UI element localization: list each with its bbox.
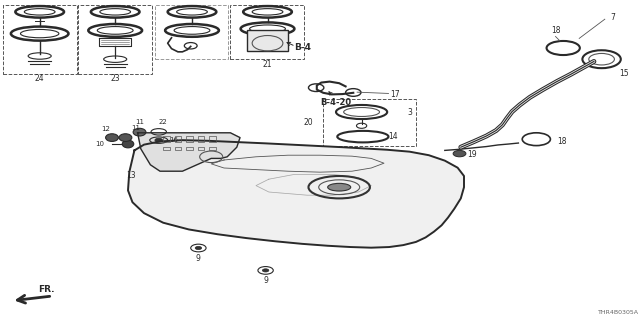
Text: 7: 7 — [611, 13, 616, 22]
Bar — [209, 136, 216, 142]
Text: 12: 12 — [101, 126, 110, 132]
Text: 15: 15 — [619, 69, 629, 78]
Bar — [209, 147, 216, 150]
Ellipse shape — [119, 134, 132, 141]
Text: 20: 20 — [304, 118, 314, 127]
Text: THR4B0305A: THR4B0305A — [598, 310, 639, 315]
Text: 24: 24 — [35, 74, 45, 83]
Ellipse shape — [262, 269, 269, 272]
Bar — [175, 136, 181, 142]
Ellipse shape — [195, 246, 202, 250]
Text: B-4: B-4 — [294, 43, 312, 52]
Bar — [163, 136, 170, 142]
Text: 11: 11 — [131, 125, 140, 131]
Text: 14: 14 — [388, 132, 398, 141]
Ellipse shape — [328, 183, 351, 191]
Ellipse shape — [122, 140, 134, 148]
Bar — [186, 147, 193, 150]
Text: 22: 22 — [159, 119, 168, 125]
Ellipse shape — [453, 150, 466, 157]
Text: 3: 3 — [407, 108, 412, 116]
Bar — [155, 5, 228, 59]
Text: 18: 18 — [557, 137, 566, 146]
Bar — [163, 147, 170, 150]
Ellipse shape — [155, 138, 163, 142]
Text: 23: 23 — [110, 74, 120, 83]
Text: 18: 18 — [551, 26, 560, 35]
Bar — [198, 136, 204, 142]
Text: 13: 13 — [126, 171, 136, 180]
Polygon shape — [138, 133, 240, 171]
Bar — [175, 147, 181, 150]
Text: 10: 10 — [95, 141, 104, 147]
Bar — [230, 5, 304, 59]
Text: 21: 21 — [263, 60, 272, 69]
Text: 11: 11 — [135, 119, 144, 125]
Text: 19: 19 — [467, 150, 477, 159]
Bar — [323, 99, 416, 146]
Ellipse shape — [133, 128, 146, 136]
Bar — [3, 5, 77, 74]
Bar — [186, 136, 193, 142]
Text: 9: 9 — [196, 254, 201, 263]
Bar — [198, 147, 204, 150]
Ellipse shape — [106, 134, 118, 141]
Bar — [247, 30, 288, 51]
Text: 16: 16 — [170, 137, 179, 143]
Text: 9: 9 — [263, 276, 268, 285]
Text: 17: 17 — [390, 90, 400, 99]
Bar — [78, 5, 152, 74]
Text: B-4-20: B-4-20 — [321, 98, 351, 107]
Polygon shape — [128, 140, 464, 248]
Text: FR.: FR. — [38, 285, 55, 294]
